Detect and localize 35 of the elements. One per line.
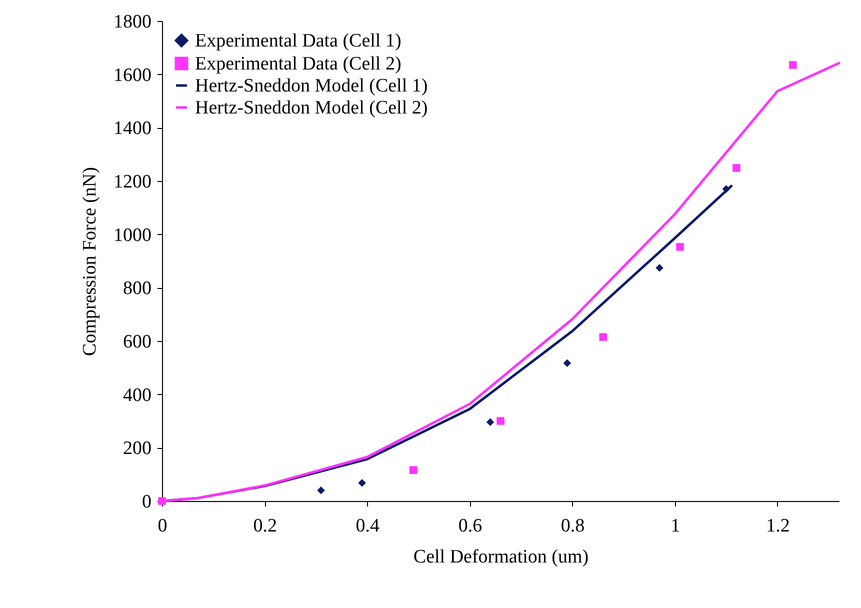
- y-tick-label: 0: [142, 492, 152, 512]
- y-tick-label: 1000: [114, 224, 152, 246]
- point: [599, 333, 607, 341]
- point: [732, 164, 740, 172]
- point: [676, 242, 684, 251]
- point: [656, 264, 664, 272]
- y-tick-label: 600: [123, 332, 152, 352]
- y-tick-label: 1800: [114, 12, 152, 32]
- point: [788, 61, 797, 69]
- point: [563, 359, 572, 368]
- point: [409, 466, 418, 474]
- x-tick-label: 0.6: [458, 516, 482, 536]
- y-tick-label: 200: [123, 438, 152, 460]
- x-tick-label: 0.2: [253, 516, 277, 536]
- legend-label: Experimental Data (Cell 2): [195, 54, 402, 74]
- y-tick-label: 800: [123, 278, 152, 300]
- y-tick-label: 1200: [114, 172, 152, 192]
- x-tick-label: 0: [158, 516, 168, 536]
- x-tick-label: 0.8: [560, 516, 585, 536]
- x-tick-label: 1: [670, 516, 680, 536]
- x-tick-label: 1.2: [766, 516, 790, 536]
- point: [358, 478, 366, 487]
- y-tick-label: 400: [123, 384, 152, 406]
- y-tick-label: 1400: [114, 118, 152, 140]
- point: [486, 418, 494, 426]
- x-tick-label: 0.4: [356, 516, 380, 536]
- x-axis-title: Cell Deformation (um): [413, 546, 589, 568]
- legend-label: Experimental Data (Cell 1): [195, 30, 402, 52]
- legend-label: Hertz-Sneddon Model (Cell 1): [195, 76, 428, 96]
- point: [317, 486, 325, 494]
- legend-label: Hertz-Sneddon Model (Cell 2): [195, 98, 428, 118]
- y-axis-title: Compression Force (nN): [80, 167, 100, 356]
- point: [722, 185, 730, 193]
- y-tick-label: 1600: [114, 64, 152, 86]
- point: [496, 417, 504, 425]
